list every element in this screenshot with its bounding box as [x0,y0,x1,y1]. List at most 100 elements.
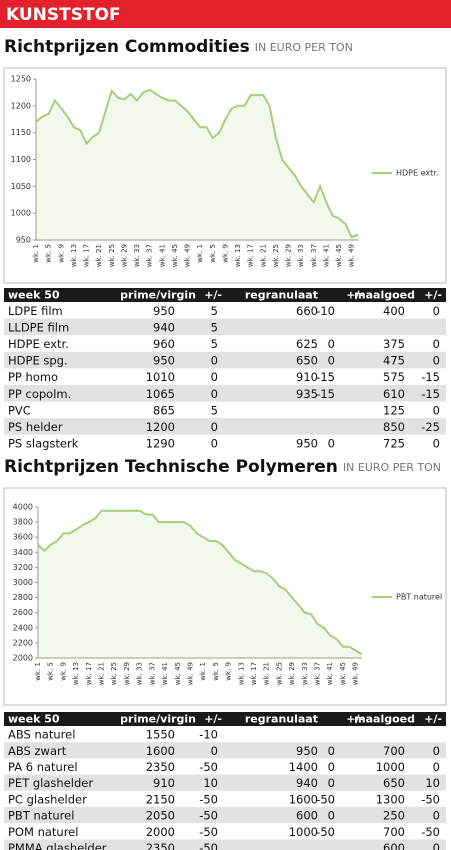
x-tick-label: wk. 25 [110,662,118,685]
series-area [38,510,362,658]
table-cell: 125 [383,403,405,417]
table-cell: POM naturel [8,825,78,839]
table-header-cell: +/- [346,713,364,726]
header-title: KUNSTSTOF [6,5,121,25]
table-cell: PP homo [8,370,58,384]
table-row-bg [4,823,446,840]
x-tick-label: wk. 41 [158,244,166,267]
chart-frame [3,67,447,284]
x-tick-label: wk. 5 [212,662,220,681]
x-tick-label: wk. 49 [352,662,360,685]
x-tick-label: wk. 25 [108,244,116,267]
table-cell: -15 [316,370,335,384]
table-cell: 5 [211,304,218,318]
table-row-bg [4,742,446,759]
legend-label: PBT naturel [396,593,442,602]
table-cell: 660 [296,304,318,318]
x-tick-label: wk. 17 [83,244,91,267]
x-tick-label: wk. 9 [221,244,229,263]
table-cell: PA 6 naturel [8,760,78,774]
x-tick-label: wk. 25 [275,662,283,685]
x-tick-label: wk. 9 [225,662,233,681]
table-cell: 935 [296,387,318,401]
y-tick-label: 2600 [13,608,33,617]
y-tick-label: 1000 [11,209,31,218]
table-header-cell: maalgoed [354,289,415,302]
table-cell: 0 [433,760,440,774]
y-tick-label: 1050 [11,182,31,191]
table-cell: -50 [199,760,218,774]
section-subtitle: IN EURO PER TON [343,461,441,474]
x-tick-label: wk. 5 [45,244,53,263]
table-header-cell: regranulaat [245,713,318,726]
table-row-bg [4,318,446,336]
table-cell: 0 [328,744,335,758]
table-row-bg [4,302,446,319]
table-cell: 10 [425,776,440,790]
table-cell: -50 [316,792,335,806]
table-row-bg [4,807,446,824]
x-tick-label: wk. 45 [335,244,343,267]
table-cell: -25 [421,420,440,434]
table-cell: -50 [199,792,218,806]
table-row-bg [4,790,446,807]
table-cell: 0 [433,809,440,823]
table-cell: 2000 [146,825,175,839]
table-cell: 1010 [146,370,175,384]
y-tick-label: 3400 [13,548,33,557]
x-tick-label: wk. 1 [34,662,42,681]
table-cell: 0 [433,841,440,850]
table-header-cell: +/- [424,289,442,302]
legend-label: HDPE extr. [396,169,438,178]
table-header-cell: prime/virgin [120,713,196,726]
table-row-bg [4,726,446,743]
table-cell: 0 [211,370,218,384]
x-tick-label: wk. 13 [237,662,245,685]
table-row-bg [4,368,446,385]
x-tick-label: wk. 13 [72,662,80,685]
table-row-bg [4,351,446,369]
table-cell: 960 [153,337,175,351]
x-tick-label: wk. 1 [196,244,204,263]
table-cell: 940 [153,320,175,334]
table-cell: -15 [421,387,440,401]
table-cell: LLDPE film [8,320,69,334]
table-row-bg [4,758,446,775]
table-cell: 5 [211,403,218,417]
table-cell: 1400 [289,760,318,774]
table-row-bg [4,839,446,850]
table-header-cell: week 50 [8,713,60,726]
y-tick-label: 2200 [13,638,33,647]
x-tick-label: wk. 45 [174,662,182,685]
table-cell: 0 [211,744,218,758]
table-header-cell: +/- [346,289,364,302]
table-cell: 0 [433,744,440,758]
x-tick-label: wk. 21 [263,662,271,685]
table-cell: 10 [203,776,218,790]
table-cell: PVC [8,403,31,417]
table-cell: 700 [383,825,405,839]
table-cell: 940 [296,776,318,790]
table-header-cell: regranulaat [245,289,318,302]
table-cell: ABS zwart [8,744,67,758]
table-cell: 0 [433,354,440,368]
table-cell: -50 [199,825,218,839]
table-cell: 0 [328,760,335,774]
table-cell: 575 [383,370,405,384]
x-tick-label: wk. 49 [186,662,194,685]
x-tick-label: wk. 37 [310,244,318,267]
x-tick-label: wk. 33 [133,244,141,267]
section-subtitle: IN EURO PER TON [255,41,353,54]
table-cell: 850 [383,420,405,434]
table-cell: 2150 [146,792,175,806]
table-cell: 2350 [146,841,175,850]
table-header-bg [4,712,446,726]
table-row-bg [4,774,446,791]
x-tick-label: wk. 29 [123,662,131,685]
table-cell: 1065 [146,387,175,401]
table-cell: 0 [433,337,440,351]
table-header-cell: +/- [424,713,442,726]
table-cell: 0 [433,304,440,318]
table-cell: 1000 [289,825,318,839]
table-row-bg [4,385,446,402]
